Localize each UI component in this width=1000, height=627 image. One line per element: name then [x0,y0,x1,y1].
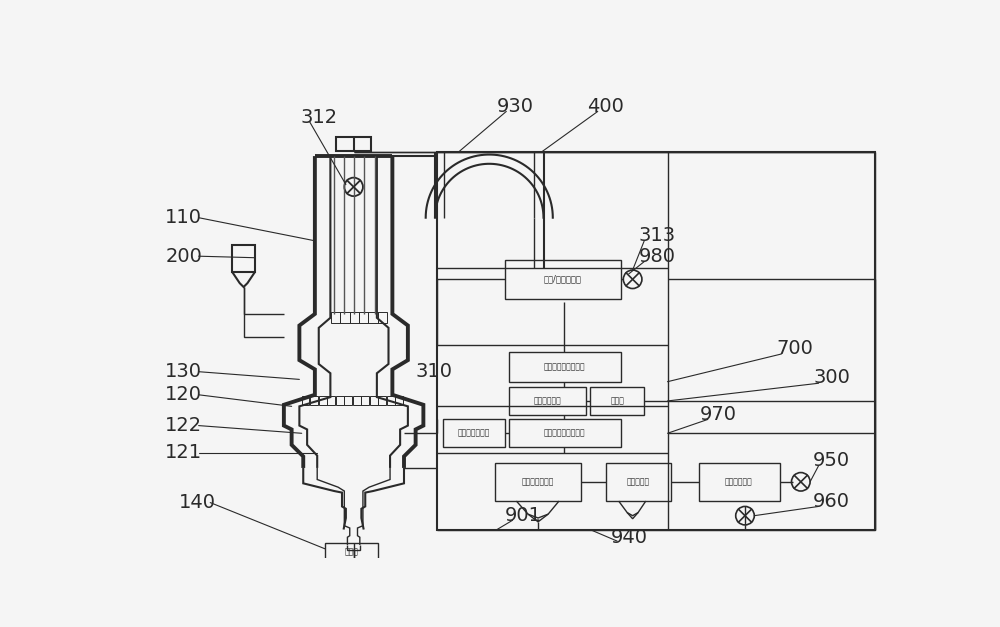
Text: 310: 310 [416,362,453,381]
Bar [590,387,644,415]
Bar [336,396,344,405]
Text: 312: 312 [300,108,337,127]
Bar [344,396,352,405]
Bar [325,544,378,561]
Text: 980: 980 [639,246,676,266]
Text: 120: 120 [165,385,202,404]
Text: 间接冷却塔: 间接冷却塔 [626,477,650,487]
Text: 140: 140 [179,493,216,512]
Bar [340,312,350,323]
Bar [505,260,621,298]
Bar [359,312,368,323]
Bar [378,312,387,323]
Text: 930: 930 [497,97,534,115]
Bar [319,396,326,405]
Text: 700: 700 [776,339,813,358]
Bar [509,352,621,382]
Text: 950: 950 [813,451,850,470]
Text: 余热蒸汽锅炉: 余热蒸汽锅炉 [534,396,561,406]
Text: 110: 110 [165,208,202,227]
Bar [495,463,581,501]
Bar [509,419,621,447]
Bar [370,396,378,405]
Text: 低温煤气储罐: 低温煤气储罐 [725,477,753,487]
Text: 第二煤气蒸汽换热器: 第二煤气蒸汽换热器 [544,429,585,438]
Text: 300: 300 [813,368,850,387]
Text: 煤气布袋除尘器: 煤气布袋除尘器 [522,477,554,487]
Bar [606,463,671,501]
Bar [310,396,318,405]
Text: 940: 940 [611,528,648,547]
Text: 冷凝机: 冷凝机 [344,547,358,556]
Bar [350,312,359,323]
Bar [368,312,378,323]
Bar [443,419,505,447]
Bar [232,245,255,271]
Bar [698,463,780,501]
Bar [327,396,335,405]
Text: 130: 130 [165,362,202,381]
Text: 第一煤气蒸汽换热器: 第一煤气蒸汽换热器 [544,362,585,372]
Text: 第一气体混合器: 第一气体混合器 [458,429,490,438]
Bar [361,396,369,405]
Bar [331,312,340,323]
Text: 200: 200 [165,246,202,266]
Text: 400: 400 [587,97,624,115]
Bar [387,396,395,405]
Text: 901: 901 [505,506,542,525]
Text: 313: 313 [639,226,676,245]
Bar [378,396,386,405]
Text: 121: 121 [165,443,202,462]
Bar [437,152,875,530]
Bar [336,137,371,150]
Text: 970: 970 [700,404,737,424]
Text: 122: 122 [165,416,202,435]
Bar [509,387,586,415]
Bar [395,396,403,405]
Text: 960: 960 [813,492,850,510]
Text: 空气/煤气换热器: 空气/煤气换热器 [544,275,582,284]
Bar [353,396,361,405]
Bar [302,396,309,405]
Text: 分气缸: 分气缸 [610,396,624,406]
